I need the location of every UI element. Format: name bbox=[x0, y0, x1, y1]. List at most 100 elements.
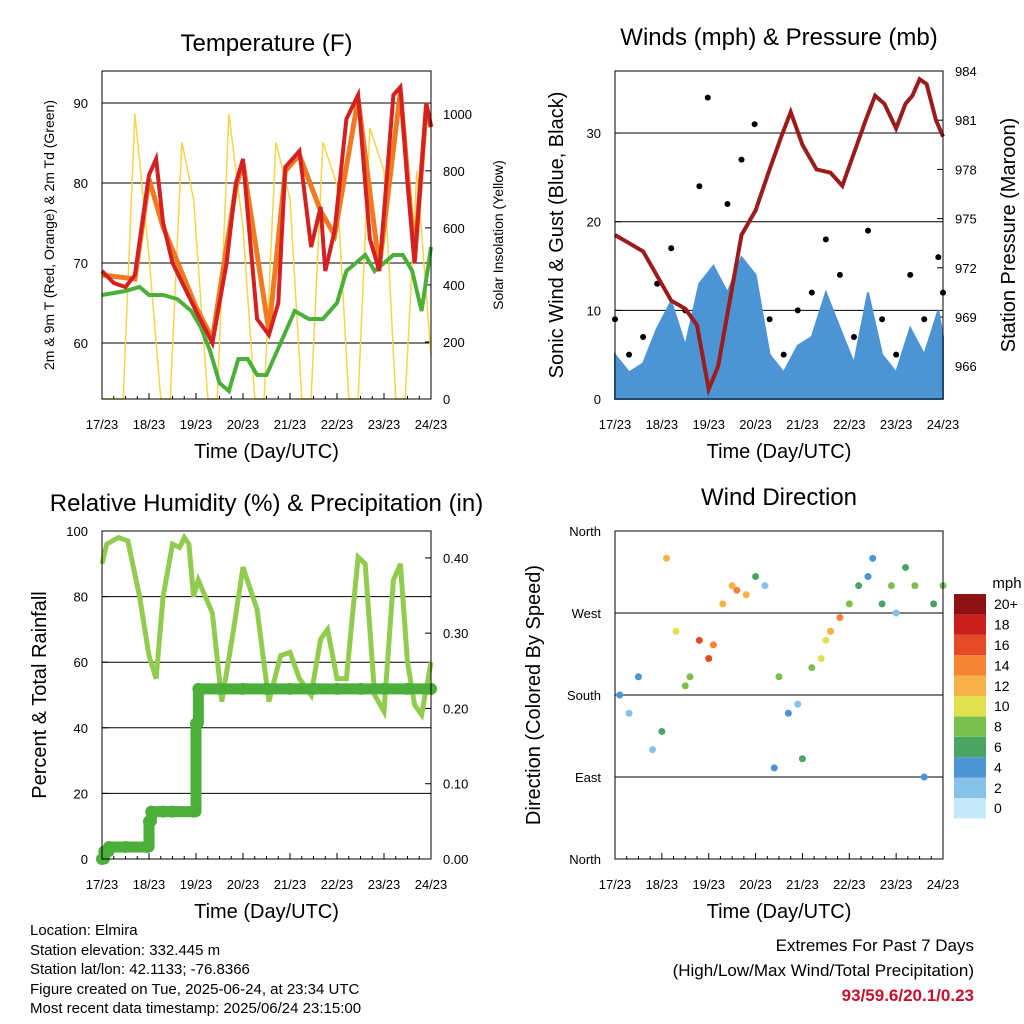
direction-point bbox=[794, 700, 802, 708]
precip-point bbox=[307, 682, 320, 695]
elevation-text: Station elevation: 332.445 m bbox=[30, 941, 221, 959]
panel-winds: Winds (mph) & Pressure (mb) 17/23 18/23 19/… bbox=[546, 24, 1020, 463]
y-axis-label-left: Direction (Colored By Speed) bbox=[523, 565, 545, 825]
y-tick-label: 40 bbox=[74, 721, 88, 736]
y2-tick-label: 0.40 bbox=[443, 551, 468, 566]
direction-point bbox=[798, 755, 806, 763]
y2-tick-label: 400 bbox=[443, 278, 465, 293]
y-tick-label: North bbox=[569, 524, 601, 539]
precip-point bbox=[145, 805, 158, 818]
direction-point bbox=[761, 582, 769, 590]
gust-point bbox=[935, 254, 942, 261]
y-tick-label: 20 bbox=[74, 786, 88, 801]
extremes-box: Extremes For Past 7 Days (High/Low/Max W… bbox=[673, 933, 974, 1008]
x-tick-label: 21/23 bbox=[274, 877, 307, 892]
direction-point bbox=[672, 627, 680, 635]
x-tick-label: 17/23 bbox=[599, 877, 632, 892]
y-tick-label: 100 bbox=[66, 524, 88, 539]
colorbar-swatch bbox=[954, 798, 986, 819]
direction-point bbox=[625, 709, 633, 717]
x-tick-label: 17/23 bbox=[599, 417, 632, 432]
x-tick-label: 19/23 bbox=[180, 877, 213, 892]
gust-point bbox=[780, 351, 787, 358]
direction-point bbox=[784, 709, 792, 717]
gust-point bbox=[794, 307, 801, 314]
direction-point bbox=[775, 673, 783, 681]
direction-point bbox=[681, 682, 689, 690]
series-dewpoint bbox=[101, 246, 433, 395]
precip-point bbox=[190, 717, 202, 730]
created-text: Figure created on Tue, 2025-06-24, at 23… bbox=[30, 980, 360, 998]
extremes-subheading: (High/Low/Max Wind/Total Precipitation) bbox=[672, 961, 974, 980]
precip-point bbox=[237, 682, 249, 695]
y-tick-label: 30 bbox=[587, 126, 601, 141]
panel-title: Temperature (F) bbox=[180, 30, 352, 57]
precip-point bbox=[187, 805, 200, 818]
precip-point bbox=[166, 805, 179, 818]
direction-point bbox=[616, 691, 624, 699]
direction-point bbox=[686, 673, 694, 681]
x-tick-label: 20/23 bbox=[739, 877, 772, 892]
precip-point bbox=[157, 805, 170, 818]
colorbar-swatch bbox=[954, 655, 986, 676]
gust-point bbox=[766, 316, 773, 323]
gust-point bbox=[893, 351, 900, 358]
y-tick-label: 80 bbox=[74, 176, 88, 191]
x-tick-label: 22/23 bbox=[321, 417, 354, 432]
series-relative-humidity bbox=[99, 532, 434, 722]
y-tick-label: East bbox=[575, 770, 601, 785]
x-tick-label: 20/23 bbox=[227, 877, 260, 892]
colorbar-swatch bbox=[954, 716, 986, 737]
gust-point bbox=[640, 333, 647, 340]
y-tick-label: West bbox=[572, 606, 602, 621]
gust-point bbox=[865, 227, 872, 234]
direction-point bbox=[719, 600, 727, 608]
direction-point bbox=[808, 664, 816, 672]
x-tick-label: 22/23 bbox=[321, 877, 354, 892]
x-tick-label: 23/23 bbox=[368, 877, 401, 892]
x-axis-label: Time (Day/UTC) bbox=[707, 441, 852, 463]
y-axis-label-right: Station Pressure (Maroon) bbox=[998, 118, 1020, 353]
y-tick-label: South bbox=[567, 688, 601, 703]
y-tick-label: North bbox=[569, 852, 601, 867]
plot-frame bbox=[101, 70, 432, 400]
gust-point bbox=[704, 94, 711, 101]
gust-point bbox=[921, 316, 928, 323]
direction-point bbox=[911, 582, 919, 590]
panel-title: Winds (mph) & Pressure (mb) bbox=[620, 24, 937, 51]
colorbar-swatch bbox=[954, 777, 986, 798]
y-axis-label-left: Percent & Total Rainfall bbox=[29, 591, 51, 799]
gust-point bbox=[626, 351, 633, 358]
colorbar-label: 20+ bbox=[994, 596, 1018, 612]
x-tick-label: 18/23 bbox=[133, 417, 166, 432]
series-temp-2m bbox=[100, 82, 433, 350]
x-tick-label: 24/23 bbox=[415, 417, 448, 432]
colorbar-label: 2 bbox=[994, 780, 1002, 796]
x-tick-label: 23/23 bbox=[880, 877, 913, 892]
extremes-heading: Extremes For Past 7 Days bbox=[775, 936, 974, 955]
y2-tick-label: 981 bbox=[955, 113, 977, 128]
location-text: Location: Elmira bbox=[30, 922, 138, 939]
y2-tick-label: 972 bbox=[955, 261, 977, 276]
precip-point bbox=[354, 682, 367, 695]
precip-point bbox=[143, 815, 155, 828]
y-tick-label: 0 bbox=[594, 392, 601, 407]
panel-temperature: Temperature (F) 17/23 18/23 19/23 20/23 21/23… bbox=[41, 30, 506, 463]
colorbar-label: 6 bbox=[994, 739, 1002, 755]
y2-tick-label: 0 bbox=[443, 392, 450, 407]
colorbar-label: 12 bbox=[994, 678, 1010, 694]
direction-point bbox=[864, 573, 872, 581]
direction-point bbox=[705, 655, 713, 663]
precip-point bbox=[401, 682, 414, 695]
x-tick-label: 22/23 bbox=[833, 417, 866, 432]
gust-point bbox=[751, 121, 758, 128]
colorbar-swatch bbox=[954, 634, 986, 656]
colorbar-swatch bbox=[954, 736, 986, 758]
gust-point bbox=[808, 289, 815, 296]
x-tick-label: 24/23 bbox=[927, 877, 960, 892]
plot-frame bbox=[614, 530, 944, 860]
y2-tick-label: 975 bbox=[955, 212, 977, 227]
y2-tick-label: 200 bbox=[443, 335, 465, 350]
x-tick-label: 19/23 bbox=[692, 417, 725, 432]
y2-tick-label: 600 bbox=[443, 221, 465, 236]
